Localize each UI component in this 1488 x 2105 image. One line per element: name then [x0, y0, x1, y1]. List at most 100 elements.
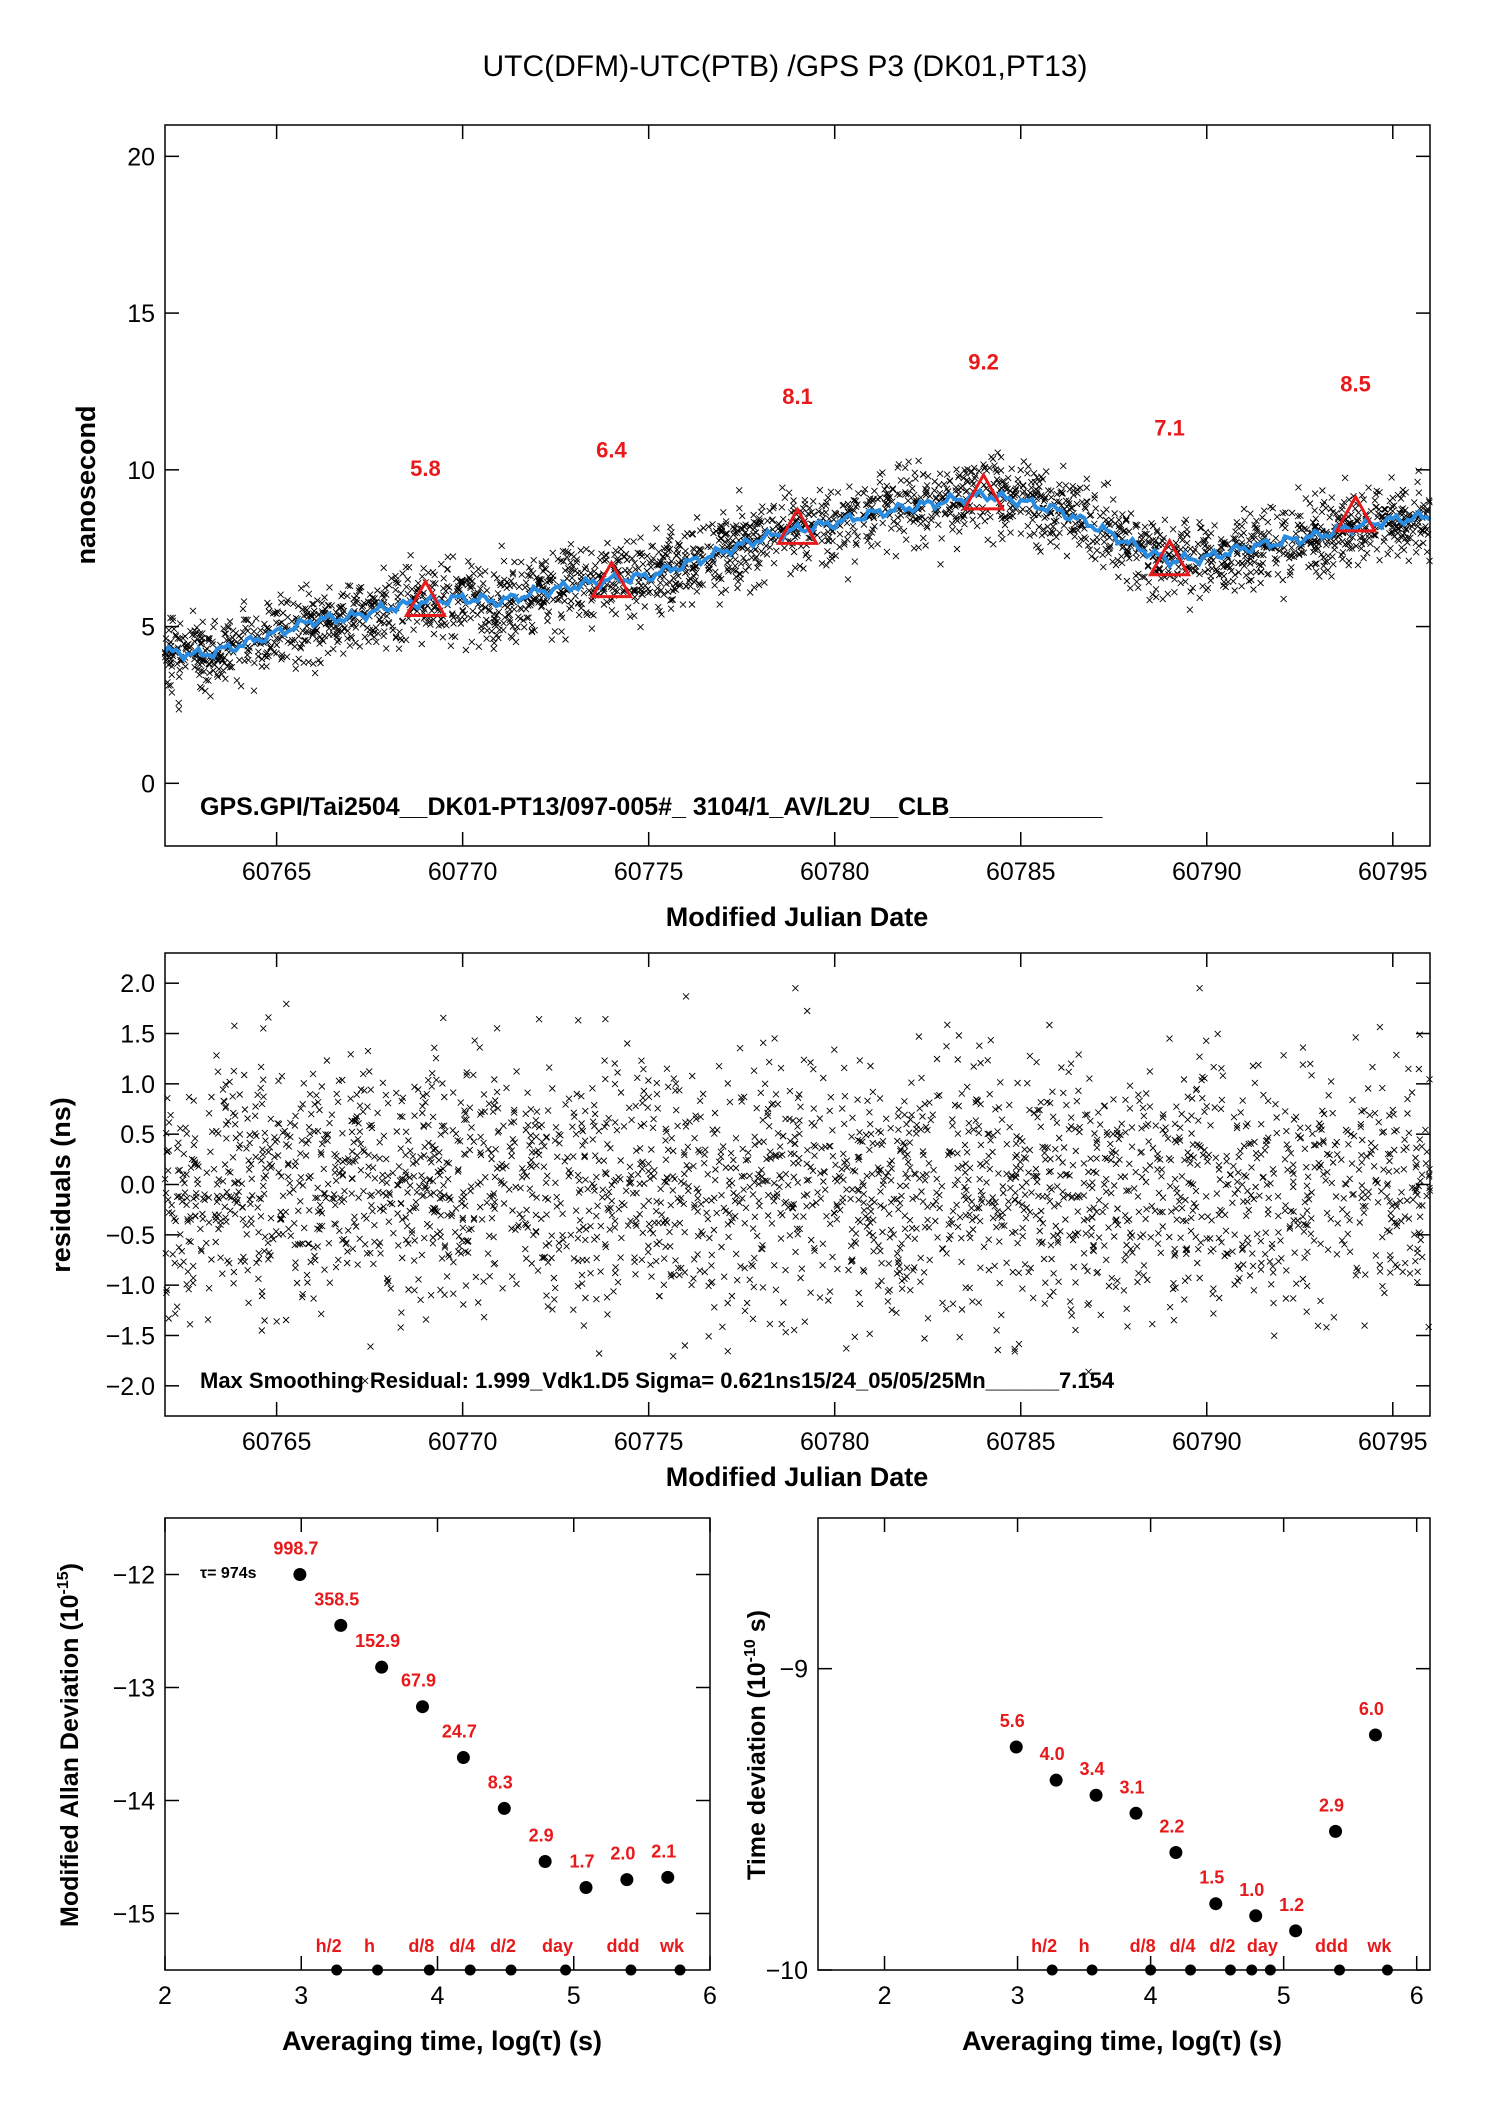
main-point: [732, 556, 739, 563]
residual-point: [1091, 1130, 1098, 1137]
residual-point: [764, 1191, 772, 1199]
residual-point: [645, 1160, 652, 1168]
residual-point: [544, 1259, 552, 1266]
residual-point: [1081, 1263, 1088, 1270]
residual-point: [595, 1350, 603, 1357]
residual-point: [1145, 1138, 1153, 1145]
residual-point: [223, 1135, 230, 1142]
residual-point: [175, 1244, 183, 1251]
residual-point: [1208, 1216, 1215, 1224]
residual-point: [887, 1176, 895, 1184]
main-point: [719, 508, 727, 516]
main-point: [1002, 481, 1010, 489]
main-point: [853, 541, 860, 549]
main-point: [1298, 549, 1306, 556]
main-point: [734, 584, 741, 592]
main-point: [1395, 525, 1403, 533]
residual-point: [938, 1182, 946, 1190]
residual-point: [176, 1166, 184, 1174]
main-point: [718, 528, 725, 536]
residual-point: [544, 1196, 552, 1203]
main-scatter-points: [161, 449, 1433, 713]
residual-point: [1197, 1144, 1205, 1151]
residual-point: [222, 1103, 230, 1110]
residual-point: [284, 1173, 292, 1181]
main-point: [1315, 573, 1323, 580]
main-point: [1412, 548, 1420, 556]
main-point: [1221, 558, 1229, 566]
residual-point: [776, 1143, 784, 1150]
residual-point: [1381, 1289, 1388, 1297]
residual-point: [863, 1223, 871, 1230]
main-point: [938, 535, 946, 542]
residual-point: [617, 1254, 624, 1261]
residual-point: [1414, 1268, 1422, 1276]
main-point: [221, 630, 229, 638]
residual-point: [162, 1189, 170, 1197]
residual-point: [508, 1273, 516, 1280]
main-point: [1267, 503, 1274, 511]
residual-point: [1390, 1146, 1398, 1154]
residual-point: [888, 1306, 896, 1314]
residual-point: [283, 1132, 291, 1139]
residual-point: [792, 984, 799, 992]
main-point: [1324, 552, 1332, 560]
residual-point: [653, 1198, 661, 1205]
residual-point: [1244, 1187, 1251, 1195]
residual-point: [389, 1169, 397, 1177]
main-point: [167, 659, 174, 666]
residual-point: [494, 1129, 502, 1136]
residual-point: [1206, 1235, 1214, 1242]
residual-point: [1221, 1211, 1229, 1219]
residual-point: [182, 1124, 189, 1132]
main-point: [624, 570, 632, 578]
residual-point: [893, 1137, 901, 1145]
residual-point: [936, 1204, 943, 1212]
residual-point: [1102, 1188, 1110, 1196]
residual-point: [436, 1195, 444, 1202]
residual-point: [320, 1190, 328, 1198]
residual-point: [1019, 1232, 1027, 1240]
main-point: [1053, 543, 1061, 550]
residual-point: [736, 1199, 743, 1207]
residual-point: [576, 1177, 583, 1184]
residual-point: [1110, 1182, 1118, 1189]
residual-point: [1159, 1223, 1167, 1230]
main-point: [1400, 546, 1408, 554]
residual-point: [1134, 1091, 1142, 1099]
main-point: [1144, 538, 1151, 546]
main-point: [392, 633, 400, 641]
main-point: [1312, 568, 1320, 575]
residual-point: [318, 1083, 326, 1090]
main-point: [883, 482, 891, 490]
main-point: [524, 572, 532, 579]
residual-point: [572, 1207, 580, 1214]
residual-point: [1041, 1300, 1049, 1307]
main-point: [582, 563, 590, 571]
main-point: [840, 541, 848, 548]
residual-point: [614, 1069, 621, 1076]
main-point: [1172, 539, 1180, 547]
main-point: [313, 635, 320, 643]
residual-point: [989, 1214, 997, 1222]
residual-point: [410, 1204, 417, 1212]
residual-point: [398, 1097, 406, 1105]
residual-point: [171, 1259, 179, 1267]
main-point: [317, 659, 324, 667]
residual-point: [1100, 1242, 1108, 1249]
residual-point: [1323, 1150, 1331, 1158]
main-point: [860, 521, 868, 528]
residual-point: [834, 1265, 841, 1273]
main-point: [1019, 481, 1027, 489]
main-point: [1204, 532, 1212, 540]
residual-point: [640, 1087, 648, 1095]
residual-point: [1009, 1268, 1017, 1276]
residual-point: [838, 1105, 846, 1112]
main-point: [866, 533, 873, 541]
residual-point: [445, 1159, 453, 1167]
residual-point: [710, 1226, 718, 1234]
residual-point: [794, 1179, 802, 1186]
residual-point: [377, 1250, 384, 1257]
residual-point: [359, 1146, 367, 1154]
residual-point: [515, 1221, 523, 1229]
